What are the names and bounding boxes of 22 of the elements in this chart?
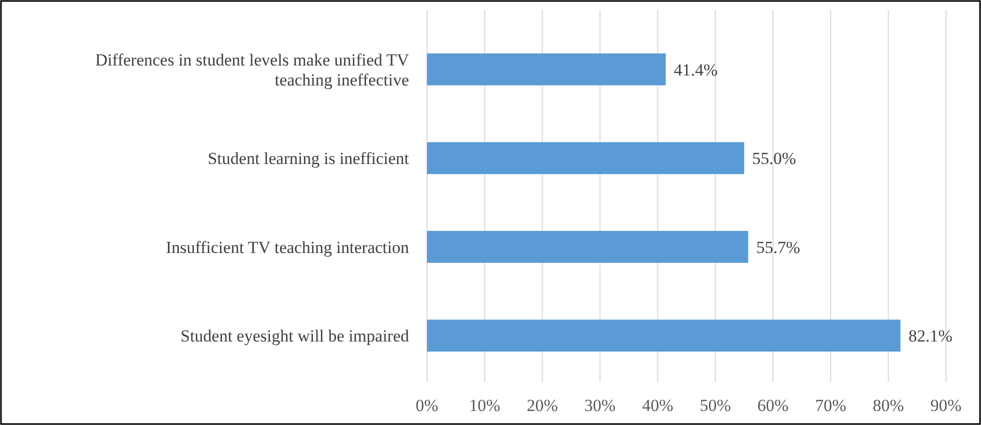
x-tick-label: 40% (642, 396, 674, 415)
x-tick-label: 30% (584, 396, 616, 415)
data-label: 41.4% (674, 60, 718, 80)
x-tick-label: 90% (930, 396, 962, 415)
y-tick-label: Student eyesight will be impaired (180, 326, 410, 346)
bar (427, 142, 744, 174)
bar (427, 230, 748, 263)
x-tick-label: 70% (815, 396, 846, 415)
bar (427, 320, 900, 352)
data-label: 55.0% (752, 149, 796, 168)
x-tick-label: 0% (416, 396, 438, 415)
x-tick-label: 10% (469, 396, 500, 415)
y-tick-label: Insufficient TV teaching interaction (166, 238, 410, 257)
y-tick-label: Student learning is inefficient (208, 149, 410, 168)
y-tick-label: Differences in student levels make unified TV teaching ineffective (95, 50, 410, 90)
data-label: 55.7% (756, 238, 800, 257)
x-tick-label: 80% (872, 396, 904, 415)
data-label: 82.1% (908, 326, 952, 346)
bar (427, 53, 666, 86)
x-tick-label: 20% (526, 396, 558, 415)
x-tick-label: 50% (700, 396, 731, 415)
x-tick-label: 60% (757, 396, 789, 415)
